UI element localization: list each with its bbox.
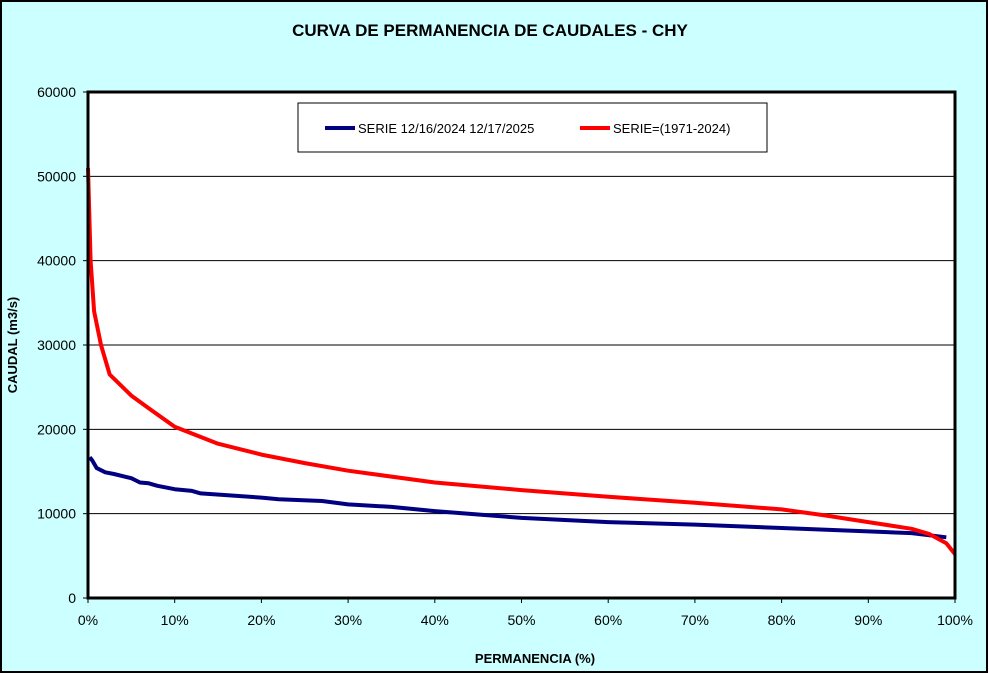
x-tick-label: 40% xyxy=(421,612,449,628)
series-line-1 xyxy=(88,455,947,540)
y-tick-label: 30000 xyxy=(37,337,76,353)
x-tick-label: 30% xyxy=(334,612,362,628)
y-tick-label: 60000 xyxy=(37,84,76,100)
legend-label-series-2: SERIE=(1971-2024) xyxy=(613,121,730,136)
x-tick-label: 80% xyxy=(768,612,796,628)
x-tick-label: 90% xyxy=(854,612,882,628)
x-tick-label: 100% xyxy=(937,612,973,628)
x-tick-label: 50% xyxy=(507,612,535,628)
x-tick-label: 20% xyxy=(247,612,275,628)
y-tick-label: 50000 xyxy=(37,168,76,184)
legend-label-series-1: SERIE 12/16/2024 12/17/2025 xyxy=(358,121,534,136)
x-tick-label: 60% xyxy=(594,612,622,628)
y-tick-label: 40000 xyxy=(37,253,76,269)
y-tick-label: 10000 xyxy=(37,506,76,522)
legend-box xyxy=(297,102,768,153)
y-tick-label: 20000 xyxy=(37,421,76,437)
x-tick-label: 0% xyxy=(78,612,98,628)
legend: SERIE 12/16/2024 12/17/2025 SERIE=(1971-… xyxy=(297,102,768,153)
x-tick-label: 10% xyxy=(161,612,189,628)
chart-title: CURVA DE PERMANENCIA DE CAUDALES - CHY xyxy=(292,21,688,40)
y-axis-label: CAUDAL (m3/s) xyxy=(5,297,20,394)
series-line-2 xyxy=(86,167,957,556)
x-tick-label: 70% xyxy=(681,612,709,628)
y-tick-label: 0 xyxy=(68,590,76,606)
x-axis-label: PERMANENCIA (%) xyxy=(475,651,595,666)
